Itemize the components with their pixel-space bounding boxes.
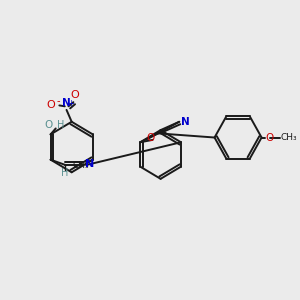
Text: CH₃: CH₃ [72, 161, 89, 170]
Text: O: O [46, 100, 55, 110]
Text: CH₃: CH₃ [280, 133, 297, 142]
Text: O: O [146, 133, 154, 143]
Text: H: H [57, 120, 64, 130]
Text: N: N [85, 159, 94, 169]
Text: H: H [61, 168, 68, 178]
Text: +: + [67, 99, 74, 108]
Text: O: O [266, 133, 274, 142]
Text: O: O [44, 120, 52, 130]
Text: N: N [62, 98, 71, 108]
Text: N: N [181, 117, 190, 127]
Text: -: - [56, 96, 60, 106]
Text: O: O [70, 90, 79, 100]
